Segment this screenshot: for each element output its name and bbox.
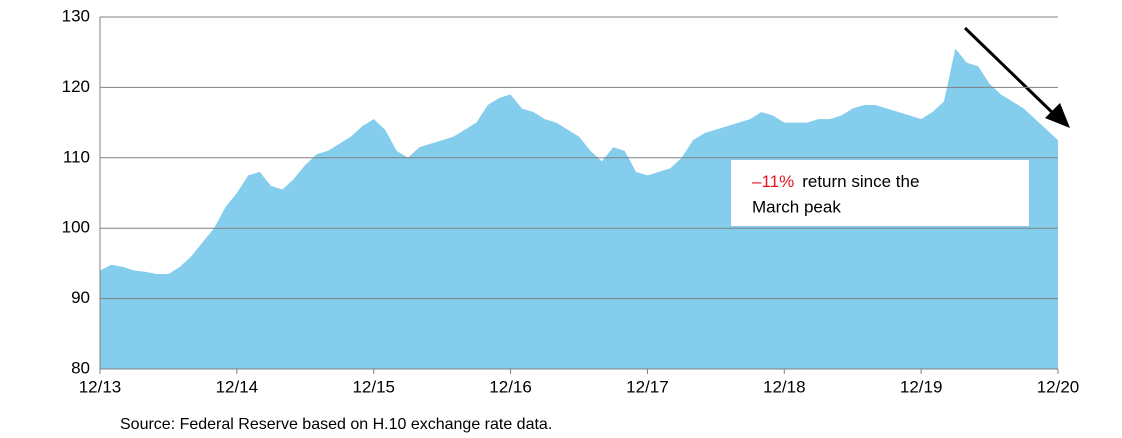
x-tick-label: 12/14	[216, 377, 259, 396]
annotation-text: March peak	[752, 197, 841, 216]
y-tick-label: 120	[62, 77, 90, 96]
annotation-highlight: –11%	[752, 172, 794, 191]
y-tick-label: 110	[63, 147, 90, 166]
annotation-box	[731, 160, 1029, 226]
y-tick-label: 80	[71, 358, 90, 377]
y-tick-label: 90	[71, 288, 90, 307]
x-tick-label: 12/13	[79, 377, 122, 396]
x-tick-label: 12/19	[900, 377, 943, 396]
x-tick-label: 12/16	[489, 377, 532, 396]
x-tick-label: 12/17	[626, 377, 669, 396]
annotation: –11% return since the	[752, 172, 919, 191]
area	[100, 48, 1058, 370]
annotation-text: return since the	[802, 172, 919, 191]
arrow-head	[1045, 103, 1070, 128]
source: Source: Federal Reserve based on H.10 ex…	[120, 416, 552, 433]
x-tick-label: 12/18	[763, 377, 806, 396]
y-tick-label: 100	[62, 218, 90, 237]
y-tick-label: 130	[62, 6, 90, 25]
x-tick-label: 12/15	[352, 377, 395, 396]
x-tick-label: 12/20	[1037, 377, 1080, 396]
arrow	[963, 26, 1060, 120]
